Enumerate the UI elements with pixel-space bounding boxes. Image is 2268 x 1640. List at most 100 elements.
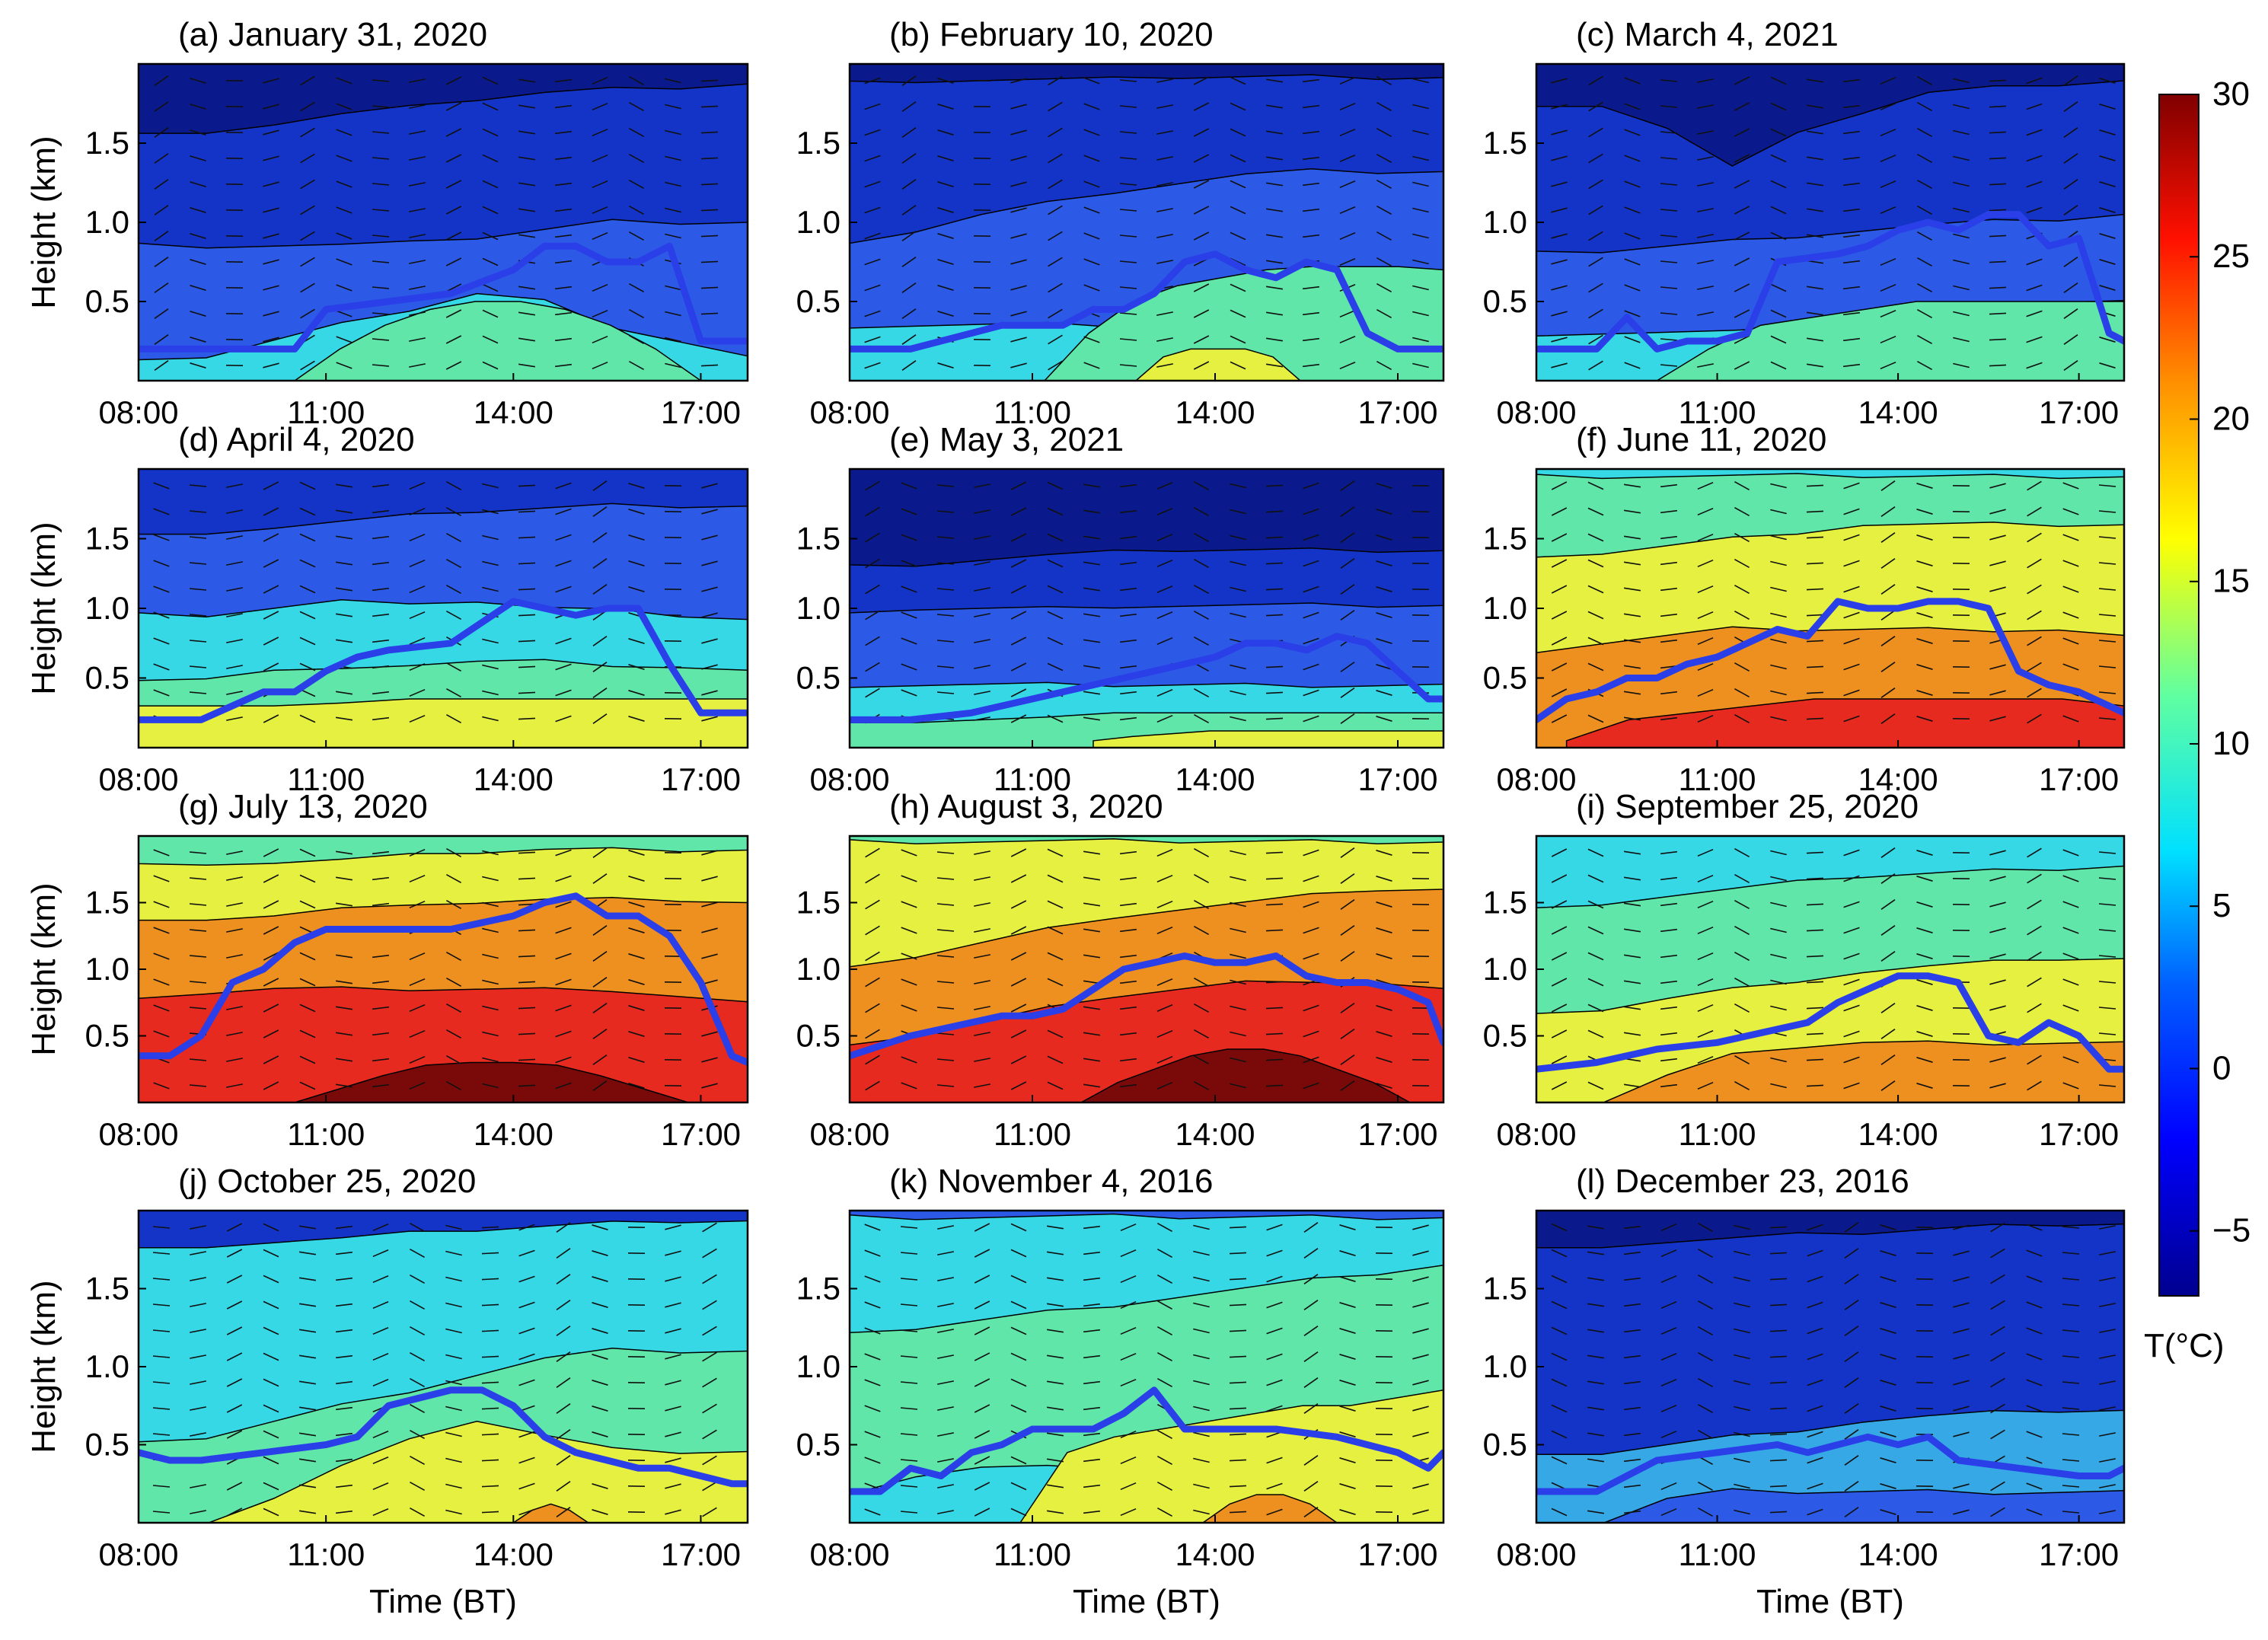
wind-barb xyxy=(864,155,881,162)
wind-barb xyxy=(1156,900,1173,909)
wind-barb xyxy=(1303,875,1319,882)
wind-barb xyxy=(518,104,536,109)
wind-barb xyxy=(263,285,279,291)
wind-barb xyxy=(1266,1275,1283,1283)
wind-barb xyxy=(1953,311,1970,317)
y-tick-label: 1.0 xyxy=(1483,204,1527,240)
wind-barb xyxy=(1376,1057,1392,1063)
wind-barb xyxy=(555,234,572,238)
wind-barb xyxy=(1048,101,1063,112)
wind-barb xyxy=(1303,952,1319,960)
wind-barb xyxy=(372,157,390,160)
wind-barb xyxy=(2098,1032,2116,1035)
boundary-layer-height-line xyxy=(850,250,1443,353)
wind-barb xyxy=(299,637,316,646)
wind-barb xyxy=(665,1250,681,1256)
wind-barb xyxy=(1587,1329,1605,1333)
wind-barb xyxy=(1156,874,1173,883)
wind-barb xyxy=(1230,979,1246,985)
wind-barb xyxy=(1587,611,1604,620)
wind-barb xyxy=(1806,1007,1824,1010)
wind-barb xyxy=(1916,979,1933,985)
wind-barb xyxy=(1376,638,1392,644)
wind-barb xyxy=(372,1032,389,1036)
wind-barb xyxy=(336,1277,352,1281)
x-axis-label: Time (BT) xyxy=(1756,1583,1904,1620)
wind-barb xyxy=(1697,1029,1714,1039)
wind-barb xyxy=(1588,257,1603,267)
wind-barb xyxy=(1156,182,1173,187)
wind-barb xyxy=(446,977,461,988)
wind-barb xyxy=(1770,283,1787,292)
wind-barb xyxy=(937,1510,954,1514)
panel-field xyxy=(139,469,748,748)
wind-barb xyxy=(1119,235,1137,238)
wind-barb xyxy=(1843,1056,1860,1064)
wind-barb xyxy=(1916,1083,1933,1089)
wind-barb xyxy=(1843,978,1860,986)
wind-barb xyxy=(1660,79,1678,82)
wind-barb xyxy=(482,102,499,111)
wind-barb xyxy=(482,850,499,856)
wind-barb xyxy=(1303,1030,1319,1038)
wind-barb xyxy=(518,717,536,720)
wind-barb xyxy=(1157,1507,1172,1517)
wind-barb xyxy=(445,1483,462,1489)
wind-barb xyxy=(1010,559,1027,568)
wind-barb xyxy=(300,179,315,190)
wind-barb xyxy=(1551,533,1568,542)
wind-barb xyxy=(372,876,389,881)
wind-barb xyxy=(1806,981,1824,984)
wind-barb xyxy=(702,1274,717,1284)
wind-barb xyxy=(1193,1431,1210,1437)
wind-barb xyxy=(974,639,990,643)
wind-barb xyxy=(336,77,352,85)
wind-barb xyxy=(1083,1006,1101,1010)
wind-barb xyxy=(1046,1458,1064,1463)
wind-barb xyxy=(2027,480,2042,491)
wind-barb xyxy=(1624,1458,1641,1463)
wind-barb xyxy=(1989,664,2006,670)
wind-barb xyxy=(937,155,954,161)
x-tick-label: 17:00 xyxy=(2039,761,2119,797)
wind-barb xyxy=(1588,308,1603,319)
wind-barb xyxy=(628,979,645,985)
wind-barb xyxy=(864,310,881,317)
wind-barb xyxy=(701,876,718,882)
wind-barb xyxy=(190,1251,206,1256)
wind-barb xyxy=(445,154,462,163)
wind-barb xyxy=(1697,78,1714,83)
boundary-layer-height-line xyxy=(139,1386,748,1488)
wind-barb xyxy=(409,714,426,723)
wind-barb xyxy=(1880,558,1896,569)
wind-barb xyxy=(1588,153,1603,164)
wind-barb xyxy=(864,362,881,369)
y-tick-label: 0.5 xyxy=(796,1427,841,1463)
wind-barb xyxy=(1340,506,1355,517)
wind-barb xyxy=(1156,337,1173,342)
wind-barb xyxy=(1624,310,1641,317)
wind-barb xyxy=(1376,850,1392,856)
wind-barb xyxy=(1376,101,1392,112)
wind-barb xyxy=(865,636,880,646)
wind-barb xyxy=(2098,614,2116,617)
wind-barb xyxy=(518,1058,536,1061)
y-tick-label: 1.5 xyxy=(796,885,841,921)
wind-barb xyxy=(1770,509,1787,515)
wind-barb xyxy=(974,1508,990,1517)
wind-barb xyxy=(974,1482,990,1491)
wind-barb xyxy=(1047,585,1064,594)
wind-barb xyxy=(1587,1432,1605,1437)
wind-barb xyxy=(702,1248,717,1259)
wind-barb xyxy=(974,980,990,984)
wind-barb xyxy=(1266,1379,1283,1386)
wind-barb xyxy=(628,1083,645,1089)
wind-barb xyxy=(189,1058,207,1061)
wind-barb xyxy=(1303,585,1319,593)
wind-barb xyxy=(1010,637,1027,646)
wind-barb xyxy=(1339,231,1356,241)
wind-barb xyxy=(1048,205,1063,215)
wind-barb xyxy=(1698,1403,1713,1414)
